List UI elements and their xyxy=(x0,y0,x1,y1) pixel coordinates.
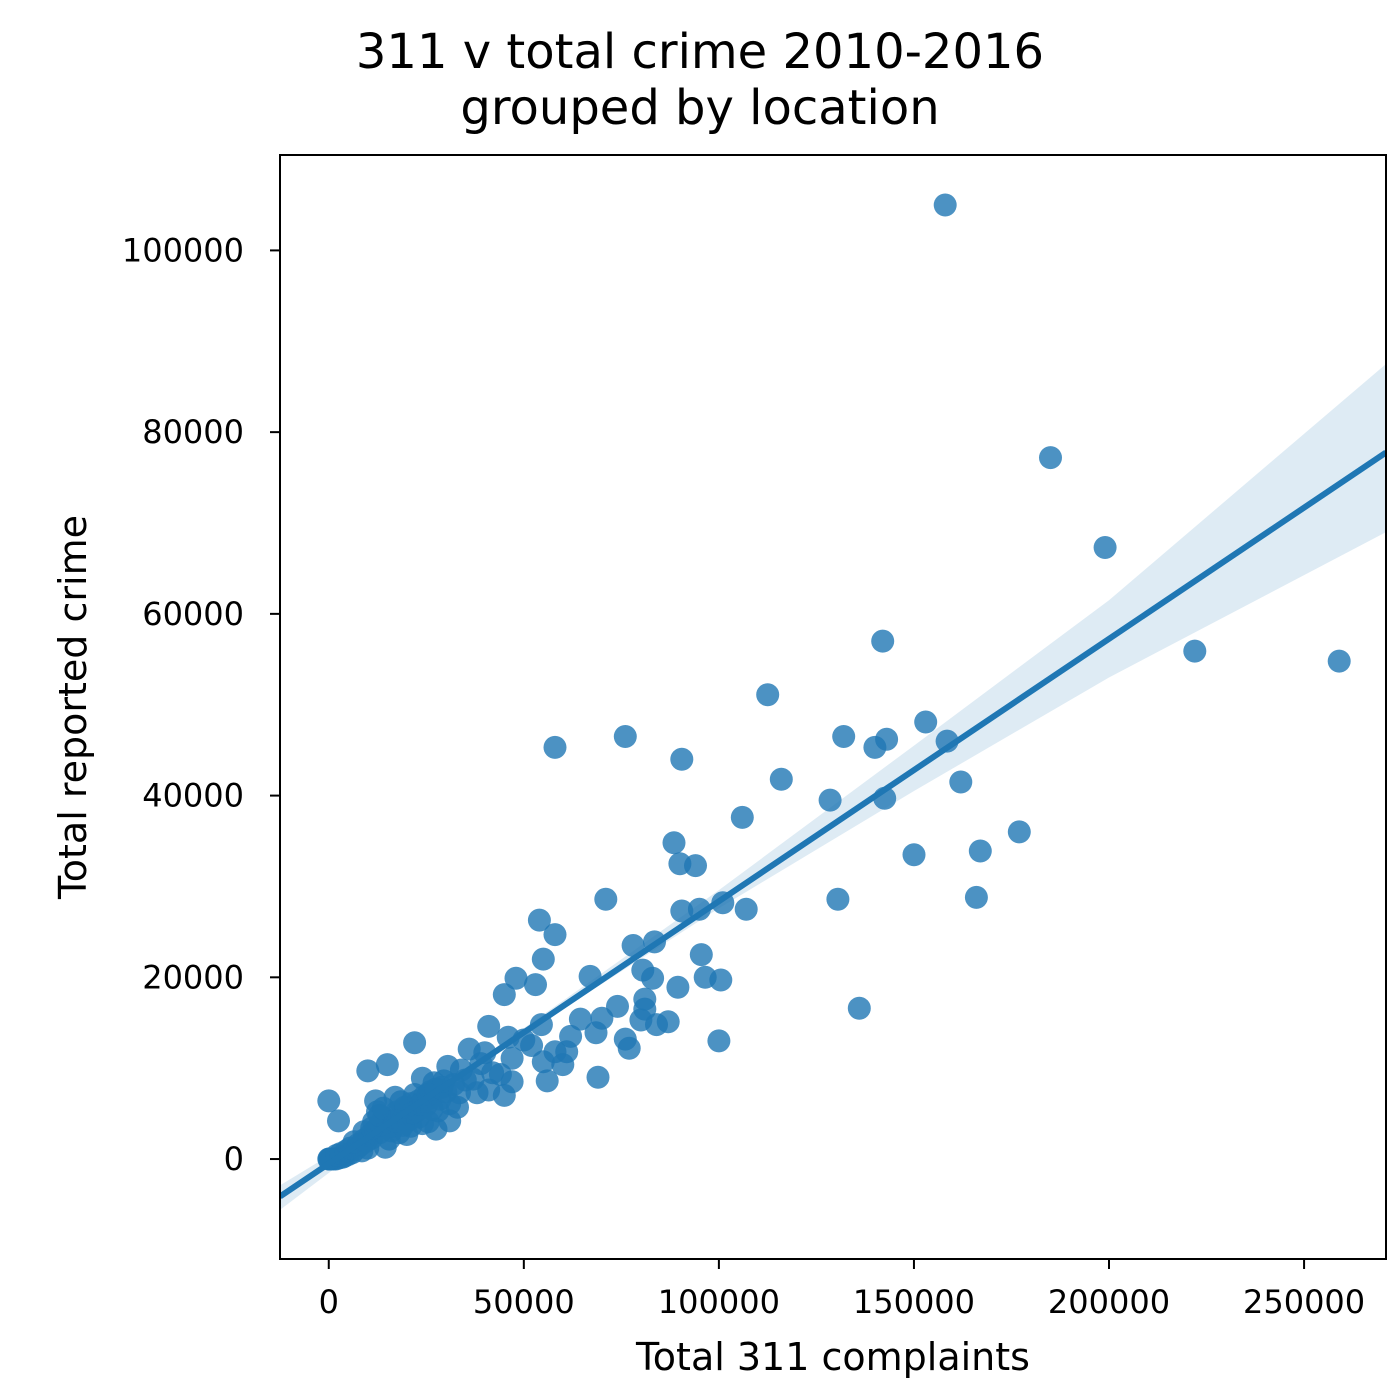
plot-content xyxy=(280,193,1386,1210)
scatter-point xyxy=(568,1007,592,1031)
y-tick-label: 60000 xyxy=(142,595,244,633)
scatter-point xyxy=(621,934,645,957)
y-tick-label: 40000 xyxy=(142,777,244,815)
scatter-point xyxy=(594,887,618,911)
scatter-point xyxy=(933,193,957,217)
scatter-point xyxy=(641,966,665,990)
scatter-point xyxy=(670,747,694,771)
scatter-point xyxy=(520,1034,544,1057)
scatter-point xyxy=(327,1109,350,1133)
scatter-point xyxy=(949,770,973,794)
scatter-point xyxy=(317,1089,341,1113)
y-axis: 0 20000 40000 60000 80000 100000 xyxy=(122,231,280,1178)
scatter-point xyxy=(902,843,926,867)
scatter-point xyxy=(586,1065,610,1089)
chart-title-line-1: 311 v total crime 2010-2016 xyxy=(356,24,1044,80)
scatter-point xyxy=(531,947,555,971)
x-tick-label: 50000 xyxy=(473,1283,575,1321)
scatter-point xyxy=(769,767,793,791)
scatter-point xyxy=(481,1061,505,1085)
x-tick-label: 100000 xyxy=(658,1283,780,1321)
scatter-point xyxy=(527,908,551,932)
scatter-point xyxy=(477,1014,501,1038)
scatter-point xyxy=(662,831,686,855)
scatter-point xyxy=(968,839,992,863)
y-tick-label: 20000 xyxy=(142,958,244,996)
chart-title-line-2: grouped by location xyxy=(460,80,939,136)
x-tick-label: 150000 xyxy=(853,1283,975,1321)
scatter-point xyxy=(543,923,567,947)
scatter-point xyxy=(832,725,856,748)
scatter-point xyxy=(689,943,713,967)
scatter-point xyxy=(964,885,988,909)
x-tick-label: 250000 xyxy=(1243,1283,1365,1321)
y-axis-label: Total reported crime xyxy=(51,515,95,900)
scatter-point xyxy=(826,887,850,911)
scatter-point xyxy=(863,735,887,759)
scatter-point xyxy=(584,1021,608,1045)
scatter-point xyxy=(734,897,758,921)
scatter-point xyxy=(709,968,733,992)
scatter-point xyxy=(756,683,780,707)
scatter-point xyxy=(403,1031,427,1055)
scatter-point xyxy=(1183,639,1207,663)
scatter-point xyxy=(730,805,754,829)
scatter-point xyxy=(531,1050,555,1074)
scatter-point xyxy=(914,710,938,734)
scatter-point xyxy=(492,983,516,1007)
y-tick-label: 80000 xyxy=(142,413,244,451)
scatter-point xyxy=(656,1010,680,1034)
scatter-point xyxy=(492,1083,516,1107)
scatter-point xyxy=(1039,446,1062,470)
y-tick-label: 0 xyxy=(224,1140,244,1178)
scatter-point xyxy=(524,973,547,997)
scatter-point xyxy=(375,1053,399,1077)
scatter-point xyxy=(448,1081,471,1105)
plot-frame xyxy=(279,154,1387,1260)
scatter-point xyxy=(551,1053,575,1077)
regression-line xyxy=(280,450,1386,1199)
scatter-point xyxy=(670,899,694,923)
scatter-point xyxy=(617,1036,641,1060)
scatter-point xyxy=(504,966,528,990)
scatter-point xyxy=(613,725,637,748)
scatter-point xyxy=(1327,649,1351,673)
scatter-point xyxy=(356,1059,380,1083)
scatter-point xyxy=(871,629,895,653)
x-axis: 0 50000 100000 150000 200000 250000 xyxy=(319,1259,1365,1321)
scatter-point xyxy=(818,788,842,812)
scatter-point xyxy=(666,975,690,999)
scatter-point xyxy=(500,1046,524,1070)
scatter-point xyxy=(543,735,567,759)
scatter-point xyxy=(1007,820,1031,844)
scatter-point xyxy=(847,996,871,1020)
scatter-point xyxy=(684,854,707,878)
scatter-point xyxy=(420,1097,444,1121)
x-tick-label: 200000 xyxy=(1048,1283,1170,1321)
x-tick-label: 0 xyxy=(319,1283,339,1321)
y-tick-label: 100000 xyxy=(122,231,244,269)
scatter-point xyxy=(465,1081,489,1105)
x-axis-label: Total 311 complaints xyxy=(635,1335,1030,1379)
scatter-point xyxy=(535,1069,559,1093)
plot-area xyxy=(280,193,1386,1210)
scatter-point xyxy=(1093,536,1117,559)
scatter-point xyxy=(606,994,629,1018)
scatter-point xyxy=(707,1029,731,1053)
